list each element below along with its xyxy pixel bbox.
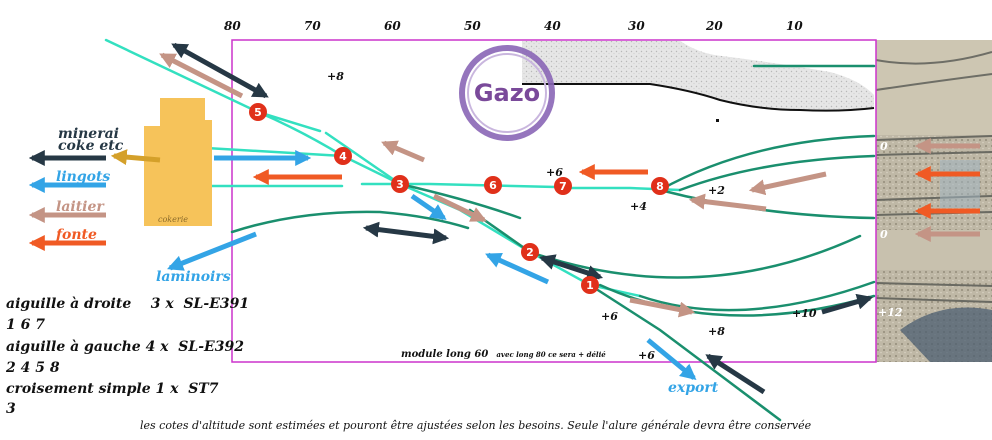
terrain-edge [522,83,875,112]
altitude-mark: +8 [327,70,344,83]
track-segment [256,110,345,158]
altitude-mark: +12 [878,306,903,319]
module-note-small: avec long 80 ce sera + délié [496,350,606,359]
logo-text: Gazo [474,79,540,107]
label-laitier: laitier [56,199,105,215]
terrain-area [522,41,874,111]
switch-number: 4 [339,150,347,163]
flow-arrow [705,353,766,395]
track-segment [658,188,876,220]
track-segment [360,182,558,189]
dot-mark [716,119,719,122]
switch-number: 1 [586,279,594,292]
altitude-mark: 0 [880,228,888,241]
scale-label: 20 [705,19,723,33]
label-coke: coke etc [58,138,124,154]
cokerie-station: cokerie [144,98,212,226]
switch-2: 2 [521,243,539,261]
flow-arrows [28,42,980,395]
track-segment [230,210,470,234]
flow-arrow [821,293,874,315]
scale-label: 60 [384,19,401,33]
legend-line: 1 6 7 [6,317,45,333]
switch-number: 2 [526,246,534,259]
scale-ruler: 80 70 60 50 40 30 20 10 [224,19,803,33]
track-segment [588,283,782,422]
switch-5: 5 [249,103,267,121]
label-fonte: fonte [55,227,97,243]
switch-number: 6 [489,179,497,192]
altitude-mark: 0 [880,140,888,153]
flow-arrow [485,252,550,285]
legend-line: aiguille à droite 3 x SL-E391 [6,296,250,312]
legend-line: aiguille à gauche 4 x SL-E392 [6,339,244,355]
module-note: module long 60 avec long 80 ce sera + dé… [401,342,606,361]
track-segment [324,131,402,186]
scale-label: 10 [786,19,803,33]
flow-arrow [688,193,767,212]
altitude-mark: +10 [792,307,817,320]
track-segment [256,110,322,133]
altitude-mark: +8 [708,325,725,338]
flow-arrow [171,42,269,99]
label-minerai: minerai [58,126,119,142]
switch-3: 3 [391,175,409,193]
altitude-marks: +8 +6 +2 +4 +6 +8 +6 +10 0 0 +12 [327,70,903,362]
switches: 5 4 3 6 7 8 2 1 [249,103,669,294]
switch-6: 6 [484,176,502,194]
gazo-logo: Gazo [459,45,555,141]
station-label: cokerie [158,215,188,224]
scale-label: 70 [304,19,321,33]
switch-number: 3 [396,178,404,191]
layout-photo [875,40,992,362]
track-segment [398,182,522,220]
flow-arrow [646,338,697,381]
switch-number: 8 [656,180,664,193]
switch-1: 1 [581,276,599,294]
switch-8: 8 [651,177,669,195]
track-segment [398,182,532,254]
scale-label: 30 [628,19,645,33]
scale-label: 40 [544,19,561,33]
module-border [231,39,877,363]
altitude-mark: +6 [601,310,618,323]
flow-arrow [362,221,450,245]
altitude-mark: +6 [638,349,655,362]
switch-7: 7 [554,177,572,195]
label-laminoirs: laminoirs [156,269,231,285]
scale-label: 50 [464,19,481,33]
switch-number: 7 [559,180,567,193]
altitude-mark: +6 [546,166,563,179]
switch-4: 4 [334,147,352,165]
flow-arrow [748,171,827,196]
legend-line: 2 4 5 8 [6,360,60,376]
flow-arrow [410,193,447,221]
switch-number: 5 [254,106,262,119]
track-segment [678,154,876,192]
legend-line: croisement simple 1 x ST7 [6,381,219,397]
track-segment [658,134,876,192]
altitude-mark: +2 [708,184,725,197]
flow-arrow [159,52,244,99]
track-segment [341,154,402,186]
altitude-mark: +4 [630,200,647,213]
footer-note: les cotes d'altitude sont estimées et po… [140,419,812,432]
legend-line: 3 [6,401,16,417]
flow-arrow [381,140,425,163]
module-note-main: module long 60 [401,349,488,360]
flow-arrow [629,297,696,318]
flow-arrow [110,149,161,166]
flow-arrow [538,254,604,281]
track-segment [638,280,876,312]
label-export: export [668,380,719,396]
scale-label: 80 [224,19,241,33]
flow-arrow [167,231,257,271]
label-lingots: lingots [56,169,110,185]
flow-arrow [432,193,487,223]
